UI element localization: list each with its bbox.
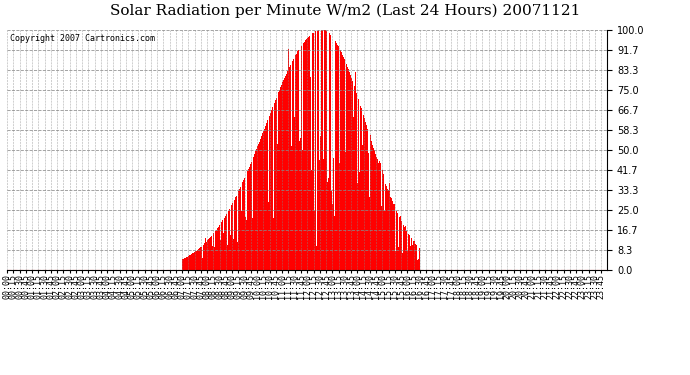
Text: Copyright 2007 Cartronics.com: Copyright 2007 Cartronics.com xyxy=(10,34,155,43)
Text: Solar Radiation per Minute W/m2 (Last 24 Hours) 20071121: Solar Radiation per Minute W/m2 (Last 24… xyxy=(110,4,580,18)
